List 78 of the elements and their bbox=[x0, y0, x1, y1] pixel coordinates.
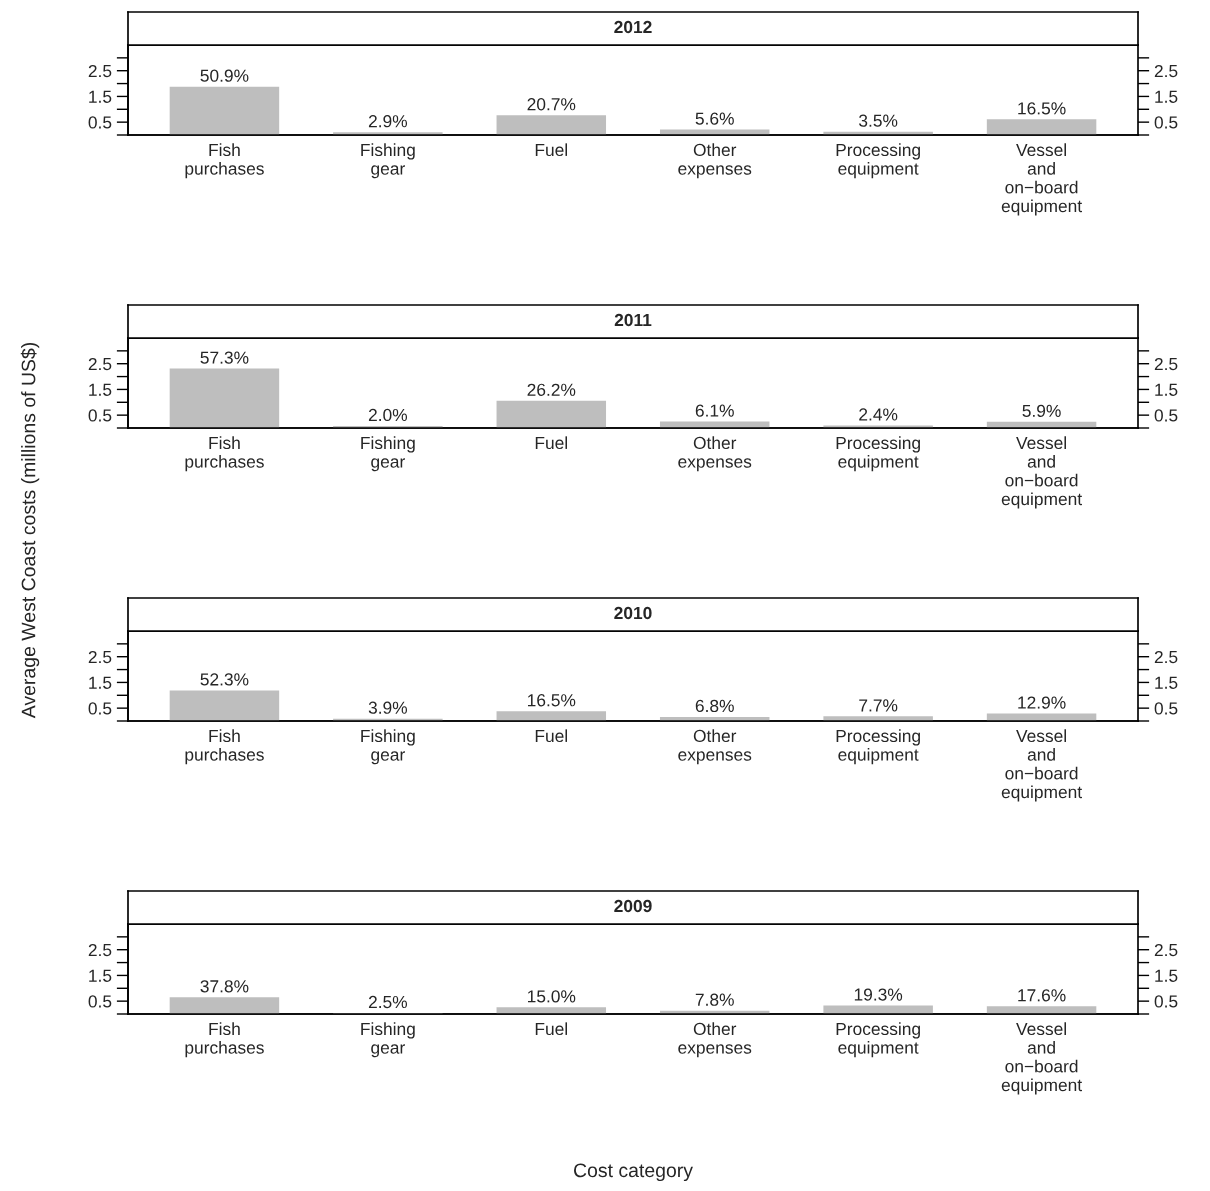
annotation: 57.3% bbox=[200, 351, 249, 364]
x-tick-label: Processing equipment bbox=[836, 436, 920, 472]
y2-tick-label: 0.5 bbox=[1154, 702, 1178, 715]
x-tick-label: Fish purchases bbox=[185, 143, 264, 179]
x-tick-label: Fuel bbox=[535, 436, 568, 450]
annotation: 2.4% bbox=[859, 408, 898, 421]
chart-title: 2012 bbox=[614, 20, 652, 34]
y-tick-label: 0.5 bbox=[88, 702, 112, 715]
annotation: 26.2% bbox=[527, 383, 576, 396]
x-tick-label: Vessel and on−board equipment bbox=[1001, 436, 1082, 509]
annotation: 2.5% bbox=[368, 995, 408, 1009]
y-tick-label: 1.5 bbox=[89, 969, 112, 982]
y2-tick-label: 2.5 bbox=[1154, 64, 1178, 78]
annotation: 15.0% bbox=[528, 990, 576, 1003]
y-tick-label: 2.5 bbox=[88, 357, 112, 371]
x-tick-label: Other expenses bbox=[678, 729, 752, 765]
y-tick-label: 0.5 bbox=[88, 995, 112, 1008]
y-tick-label: 0.5 bbox=[88, 409, 112, 422]
annotation: 5.9% bbox=[1022, 404, 1061, 418]
x-tick-label: Vessel and on−board equipment bbox=[1001, 1022, 1082, 1095]
y2-tick-label: 2.5 bbox=[1154, 943, 1178, 957]
y2-tick-label: 1.5 bbox=[1155, 676, 1178, 689]
annotation: 6.1% bbox=[695, 404, 734, 417]
annotation: 50.9% bbox=[200, 69, 249, 82]
annotation: 7.8% bbox=[695, 993, 734, 1006]
x-tick-label: Fishing gear bbox=[361, 436, 415, 472]
y2-tick-label: 0.5 bbox=[1154, 409, 1178, 422]
x-tick-label: Processing equipment bbox=[836, 1022, 920, 1058]
x-tick-label: Other expenses bbox=[678, 1022, 752, 1058]
y-tick-label: 1.5 bbox=[89, 383, 112, 396]
y2-tick-label: 2.5 bbox=[1154, 650, 1178, 664]
annotation: 19.3% bbox=[854, 988, 903, 1001]
y2-tick-label: 0.5 bbox=[1154, 995, 1178, 1008]
annotation: 12.9% bbox=[1018, 696, 1066, 709]
x-tick-label: Other expenses bbox=[678, 143, 752, 179]
chart-title: 2009 bbox=[614, 899, 652, 913]
annotation: 52.3% bbox=[200, 673, 249, 686]
annotation: 17.6% bbox=[1018, 989, 1066, 1002]
y2-tick-label: 1.5 bbox=[1155, 383, 1178, 396]
annotation: 2.9% bbox=[368, 115, 408, 128]
annotation: 7.7% bbox=[859, 699, 898, 712]
y-tick-label: 1.5 bbox=[89, 90, 112, 103]
y-tick-label: 2.5 bbox=[88, 650, 112, 664]
annotation: 3.5% bbox=[859, 114, 898, 127]
y-tick-label: 2.5 bbox=[88, 943, 112, 957]
annotation: 2.0% bbox=[368, 408, 408, 422]
y-tick-label: 1.5 bbox=[89, 676, 112, 689]
annotation: 37.8% bbox=[200, 980, 249, 993]
x-tick-label: Fish purchases bbox=[185, 436, 264, 472]
annotation: 16.5% bbox=[528, 694, 576, 707]
annotation: 20.7% bbox=[527, 98, 576, 111]
x-tick-label: Fish purchases bbox=[185, 729, 264, 765]
x-tick-label: Other expenses bbox=[678, 436, 752, 472]
x-axis-title: Cost category bbox=[574, 1163, 693, 1182]
x-tick-label: Processing equipment bbox=[836, 729, 920, 765]
x-tick-label: Processing equipment bbox=[836, 143, 920, 179]
annotation: 6.8% bbox=[695, 699, 734, 713]
y-axis-title: Average West Coast costs (millions of US$) bbox=[20, 342, 40, 719]
x-tick-label: Fish purchases bbox=[185, 1022, 264, 1058]
annotation: 16.5% bbox=[1018, 102, 1066, 115]
annotation: 5.6% bbox=[695, 112, 734, 125]
y2-tick-label: 0.5 bbox=[1154, 116, 1178, 129]
x-tick-label: Fishing gear bbox=[361, 143, 415, 179]
y2-tick-label: 2.5 bbox=[1154, 357, 1178, 371]
x-tick-label: Vessel and on−board equipment bbox=[1001, 729, 1082, 802]
x-tick-label: Fuel bbox=[535, 143, 568, 157]
x-tick-label: Fuel bbox=[535, 1022, 568, 1036]
x-tick-label: Vessel and on−board equipment bbox=[1001, 143, 1082, 216]
chart-title: 2011 bbox=[614, 313, 652, 327]
annotation: 3.9% bbox=[368, 701, 408, 714]
x-tick-label: Fishing gear bbox=[361, 729, 415, 765]
y-tick-label: 2.5 bbox=[88, 64, 112, 78]
chart-title: 2010 bbox=[614, 606, 652, 620]
y-tick-label: 0.5 bbox=[88, 116, 112, 129]
x-tick-label: Fishing gear bbox=[361, 1022, 415, 1058]
y2-tick-label: 1.5 bbox=[1155, 969, 1178, 982]
x-tick-label: Fuel bbox=[535, 729, 568, 743]
y2-tick-label: 1.5 bbox=[1155, 90, 1178, 103]
